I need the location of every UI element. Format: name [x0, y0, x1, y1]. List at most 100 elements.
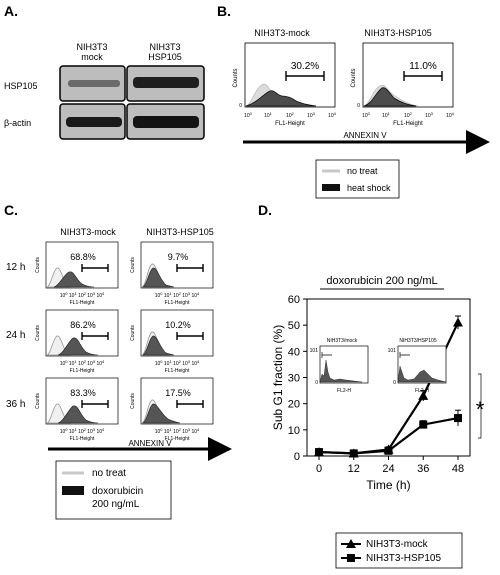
legend-b: no treat heat shock [315, 159, 400, 199]
column-title-hsp105: NIH3T3-HSP105 [146, 227, 214, 237]
x-axis-ticks: 100 101 102 103 104 [244, 111, 337, 119]
y-axis-label: Counts [351, 68, 357, 87]
data-point-triangle [418, 390, 429, 400]
histogram-b-mock: NIH3T3-mock Counts 0 30.2% 100 101 102 1… [233, 28, 337, 127]
legend-label-no-treat: no treat [92, 468, 126, 479]
svg-text:100 101 102 103 104: 100 101 102 103 104 [60, 427, 105, 435]
panel-a: A. NIH3T3 mock NIH3T3 HSP105 HSP105 β-ac… [4, 3, 205, 140]
western-blot-hsp105 [59, 65, 205, 102]
data-point-square [384, 446, 393, 455]
legend-label-hsp105: NIH3T3-HSP105 [366, 553, 441, 564]
data-point-square [349, 449, 358, 458]
histogram-c-hsp105-12h: Counts 9.7% 100 101 102 103 104 FL1-Heig… [130, 241, 214, 306]
legend-marker-triangle [346, 539, 356, 548]
svg-text:101: 101 [310, 348, 319, 354]
svg-text:0: 0 [393, 380, 396, 386]
y-tick-label: 10 [288, 425, 300, 437]
time-label-36h: 36 h [6, 399, 25, 410]
data-point-square [454, 414, 462, 423]
svg-text:FL1-Height: FL1-Height [165, 300, 190, 306]
svg-text:103: 103 [425, 111, 434, 119]
panel-d: D. doxorubicin 200 ng/mL 0 10 20 30 40 50 60 0 1… [258, 202, 485, 569]
inset-mock: NIH3T3/mock 101 0 FL2-H [310, 338, 369, 394]
significance-star: * [476, 397, 485, 422]
y-tick-label: 60 [288, 294, 300, 306]
gate-bracket [285, 71, 325, 81]
inset-hsp105: NIH3T3/HSP105 101 0 FL2-H [388, 338, 447, 394]
heat-shock-histogram [363, 87, 417, 107]
svg-text:104: 104 [328, 111, 337, 119]
svg-text:Counts: Counts [35, 393, 41, 409]
x-axis-label: Time (h) [366, 478, 410, 492]
chart-title: doxorubicin 200 ng/mL [326, 275, 437, 287]
data-point-square [419, 420, 428, 429]
time-label-24h: 24 h [6, 330, 25, 341]
legend-c: no treat doxorubicin 200 ng/mL [55, 460, 172, 520]
histogram-c-hsp105-24h: Counts 10.2% 100 101 102 103 104 FL1-Hei… [130, 309, 214, 374]
y-tick-label: 40 [288, 346, 300, 358]
annexin-caption: ANNEXIN V [343, 131, 387, 140]
legend-swatch-doxorubicin [62, 486, 84, 495]
inset-title: NIH3T3/HSP105 [399, 338, 436, 344]
col-a2-line2: HSP105 [148, 52, 182, 62]
y-axis-label: Counts [233, 68, 239, 87]
svg-text:FL1-Height: FL1-Height [70, 368, 95, 374]
legend-d: NIH3T3-mock NIH3T3-HSP105 [335, 532, 463, 569]
y-tick-label: 20 [288, 399, 300, 411]
panel-c-label: C. [4, 202, 18, 218]
svg-text:FL2-H: FL2-H [337, 388, 351, 394]
row-hsp105-label: HSP105 [4, 81, 38, 91]
legend-swatch-heat-shock [322, 184, 340, 191]
svg-text:101: 101 [388, 348, 397, 354]
legend-marker-square [347, 554, 355, 562]
panel-d-label: D. [258, 202, 272, 218]
x-tick-label: 48 [452, 463, 464, 475]
histogram-c-mock-12h: Counts 68.8% 100 101 102 103 104 FL1-Hei… [35, 241, 119, 306]
column-title-mock: NIH3T3-mock [60, 227, 116, 237]
svg-text:Counts: Counts [130, 325, 136, 341]
col-a1-line1: NIH3T3 [76, 42, 107, 52]
x-tick-label: 24 [382, 463, 394, 475]
y-tick-label: 30 [288, 373, 300, 385]
histogram-c-mock-36h: Counts 83.3% 100 101 102 103 104 FL1-Hei… [35, 377, 119, 442]
svg-text:Counts: Counts [130, 257, 136, 273]
svg-text:100 101 102 103 104: 100 101 102 103 104 [155, 359, 200, 367]
svg-text:101: 101 [382, 111, 391, 119]
svg-text:102: 102 [286, 111, 295, 119]
gate-percent: 30.2% [291, 61, 319, 72]
histogram-title: NIH3T3-HSP105 [364, 28, 432, 38]
western-blot-actin [59, 103, 205, 140]
svg-text:100 101 102 103 104: 100 101 102 103 104 [155, 291, 200, 299]
svg-text:0: 0 [315, 380, 318, 386]
row-actin-label: β-actin [4, 118, 31, 128]
svg-text:104: 104 [446, 111, 455, 119]
svg-text:83.3%: 83.3% [70, 388, 96, 398]
x-axis-ticks: 100 101 102 103 104 [362, 111, 455, 119]
histogram-c-hsp105-36h: Counts 17.5% 100 101 102 103 104 FL1-Hei… [130, 377, 214, 442]
svg-text:86.2%: 86.2% [70, 320, 96, 330]
legend-label-heat-shock: heat shock [347, 183, 391, 193]
legend-label-mock: NIH3T3-mock [366, 539, 429, 550]
svg-text:68.8%: 68.8% [70, 252, 96, 262]
svg-text:Counts: Counts [35, 257, 41, 273]
svg-text:100: 100 [244, 111, 253, 119]
svg-text:Counts: Counts [130, 393, 136, 409]
col-a1-line2: mock [81, 52, 103, 62]
x-tick-label: 0 [316, 463, 322, 475]
line-chart: 0 10 20 30 40 50 60 0 12 24 36 48 Time (h) Sub G1 fra… [271, 294, 471, 492]
legend-label-doxorubicin: doxorubicin [92, 486, 143, 497]
data-point-square [315, 448, 323, 457]
y-zero-tick: 0 [357, 103, 360, 109]
legend-label-no-treat: no treat [347, 166, 378, 176]
panel-a-label: A. [4, 3, 18, 19]
col-a2-line1: NIH3T3 [149, 42, 180, 52]
gate-bracket [403, 71, 443, 81]
y-tick-label: 50 [288, 320, 300, 332]
svg-text:103: 103 [307, 111, 316, 119]
svg-text:FL2-H: FL2-H [415, 388, 429, 394]
svg-text:10.2%: 10.2% [165, 320, 191, 330]
significance-bracket [478, 373, 482, 439]
time-label-12h: 12 h [6, 262, 25, 273]
panel-c: C. NIH3T3-mock NIH3T3-HSP105 12 h Counts… [4, 202, 232, 520]
